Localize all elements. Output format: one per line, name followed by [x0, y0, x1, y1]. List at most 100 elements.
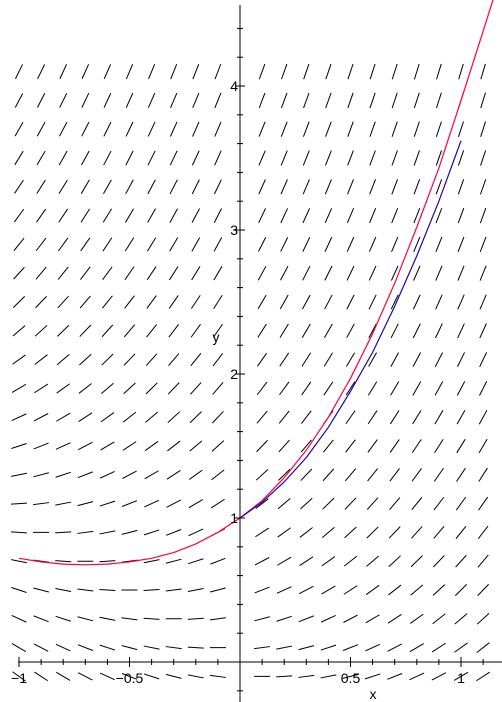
- field-arrow: [457, 236, 465, 253]
- field-arrow: [144, 470, 159, 480]
- field-arrow: [146, 266, 157, 281]
- field-arrow: [213, 294, 223, 310]
- field-arrow: [389, 410, 400, 425]
- field-arrow: [479, 179, 487, 195]
- field-arrow: [391, 236, 399, 252]
- field-arrow: [254, 646, 271, 650]
- field-arrow: [35, 295, 47, 309]
- field-arrow: [343, 614, 358, 623]
- field-arrow: [167, 440, 181, 452]
- field-arrow: [455, 496, 467, 511]
- field-arrow: [479, 265, 487, 281]
- field-arrow: [79, 353, 92, 366]
- field-arrow: [102, 266, 113, 280]
- field-arrow: [214, 150, 222, 166]
- field-arrow: [99, 644, 116, 651]
- field-arrow: [168, 266, 179, 281]
- field-arrow: [191, 237, 201, 252]
- field-arrow: [457, 265, 465, 281]
- field-arrow: [143, 645, 160, 650]
- field-arrow: [169, 121, 178, 137]
- field-arrow: [58, 179, 68, 194]
- field-arrow: [258, 150, 266, 166]
- field-arrow: [79, 324, 92, 337]
- field-arrow: [124, 266, 135, 281]
- y-axis-label: y: [213, 329, 220, 345]
- field-arrow: [99, 500, 116, 507]
- field-arrow: [148, 64, 156, 80]
- field-arrow: [77, 672, 93, 681]
- field-arrow: [480, 63, 486, 80]
- field-arrow: [121, 617, 138, 621]
- field-arrow: [342, 644, 359, 651]
- field-arrow: [303, 63, 310, 80]
- field-arrow: [212, 352, 224, 367]
- field-arrow: [434, 381, 444, 396]
- field-arrow: [435, 92, 442, 109]
- field-arrow: [214, 121, 222, 137]
- field-arrow: [458, 63, 464, 80]
- field-arrow: [125, 179, 134, 195]
- field-arrow: [413, 179, 421, 195]
- field-arrow: [301, 352, 312, 367]
- field-arrow: [81, 121, 90, 137]
- field-arrow: [209, 674, 226, 678]
- field-arrow: [212, 323, 223, 338]
- field-arrow: [390, 381, 400, 396]
- field-arrow: [280, 121, 288, 137]
- field-arrow: [280, 92, 288, 109]
- field-arrow: [321, 526, 335, 538]
- field-arrow: [431, 642, 446, 653]
- field-arrow: [346, 208, 355, 224]
- field-arrow: [281, 63, 288, 80]
- field-arrow: [101, 353, 114, 366]
- field-arrow: [344, 526, 357, 539]
- field-arrow: [347, 92, 354, 109]
- field-arrow: [56, 671, 71, 681]
- field-arrow: [325, 92, 332, 109]
- field-arrow: [479, 236, 487, 253]
- field-arrow: [387, 643, 403, 652]
- field-arrow: [344, 497, 357, 510]
- field-arrow: [121, 673, 138, 680]
- field-arrow: [103, 150, 112, 166]
- field-arrow: [277, 556, 292, 566]
- field-arrow: [192, 121, 200, 137]
- field-arrow: [302, 265, 311, 281]
- field-arrow: [299, 527, 313, 538]
- field-arrow: [411, 439, 422, 453]
- field-arrow: [147, 121, 156, 137]
- field-arrow: [103, 121, 112, 137]
- field-arrow: [99, 672, 115, 681]
- field-arrow: [435, 294, 443, 310]
- field-arrow: [167, 382, 180, 395]
- field-arrow: [391, 150, 398, 166]
- field-arrow: [369, 150, 376, 166]
- field-arrow: [77, 501, 94, 507]
- field-arrow: [300, 468, 313, 481]
- field-arrow: [11, 559, 27, 564]
- field-arrow: [366, 555, 380, 567]
- x-tick-label: −1: [11, 670, 27, 686]
- field-arrow: [77, 530, 94, 534]
- field-arrow: [478, 409, 488, 425]
- field-arrow: [411, 497, 423, 511]
- field-arrow: [12, 354, 26, 365]
- field-arrow: [345, 439, 356, 453]
- field-arrow: [256, 439, 268, 453]
- field-arrow: [168, 295, 179, 309]
- field-arrow: [165, 673, 182, 679]
- field-arrow: [456, 409, 466, 425]
- field-arrow: [390, 323, 399, 339]
- field-arrow: [276, 586, 292, 594]
- field-arrow: [301, 381, 312, 396]
- field-arrow: [344, 468, 357, 482]
- field-arrow: [14, 93, 24, 108]
- field-arrow: [301, 323, 311, 338]
- field-arrow: [56, 412, 71, 422]
- field-arrow: [388, 584, 402, 596]
- field-arrow: [12, 296, 26, 308]
- field-arrow: [102, 208, 113, 223]
- field-arrow: [435, 265, 443, 281]
